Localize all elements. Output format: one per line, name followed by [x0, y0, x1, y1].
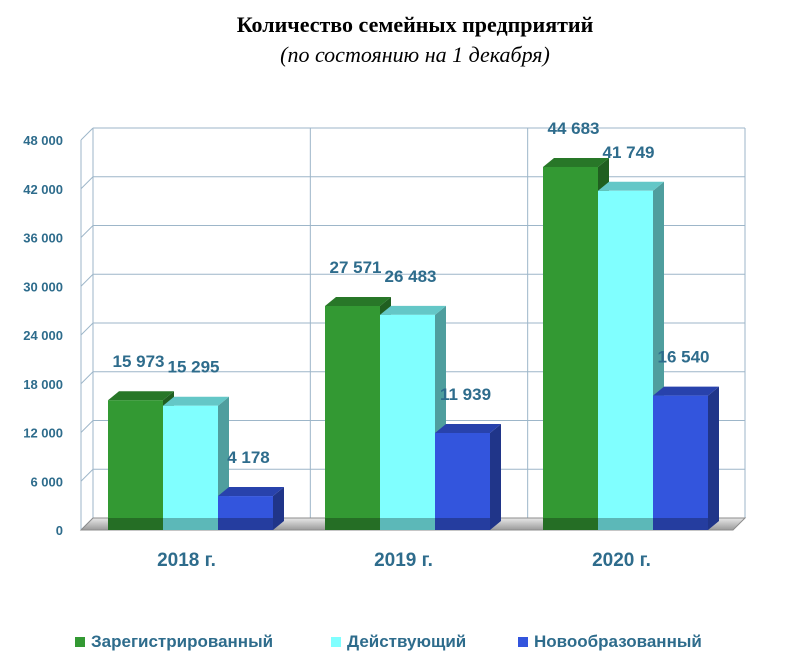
bar-base	[218, 518, 273, 530]
bar-base	[435, 518, 490, 530]
bar-top	[380, 305, 446, 315]
y-tick-label: 0	[56, 523, 63, 538]
bar-base	[108, 518, 163, 530]
y-tick-label: 30 000	[23, 279, 63, 294]
legend-item: Действующий	[331, 632, 466, 652]
data-label: 41 749	[603, 143, 655, 162]
x-tick-label: 2020 г.	[592, 550, 651, 571]
data-label: 15 973	[113, 352, 165, 371]
bar-base	[163, 518, 218, 530]
x-tick-label: 2019 г.	[374, 550, 433, 571]
bar-top	[543, 157, 609, 167]
data-label: 4 178	[227, 448, 270, 467]
y-tick-label: 6 000	[30, 474, 63, 489]
legend-label: Зарегистрированный	[91, 632, 274, 651]
bar-top	[435, 423, 501, 433]
legend-item: Новообразованный	[518, 632, 702, 652]
bar-top	[598, 181, 664, 191]
gridline-side	[80, 273, 94, 287]
data-label: 27 571	[330, 258, 382, 277]
bar	[598, 190, 653, 530]
bar-base	[598, 518, 653, 530]
legend-item: Зарегистрированный	[75, 632, 273, 652]
bar	[163, 405, 218, 530]
x-tick-label: 2018 г.	[157, 550, 216, 571]
bar-top	[108, 391, 174, 401]
bar	[108, 400, 163, 530]
data-label: 44 683	[548, 119, 600, 138]
bar-side	[490, 423, 501, 530]
bar-top	[163, 396, 229, 406]
data-label: 11 939	[440, 385, 491, 404]
legend-label: Новообразованный	[534, 632, 702, 651]
chart-title: Количество семейных предприятий	[236, 12, 594, 37]
bar-top	[325, 296, 391, 306]
y-tick-label: 42 000	[23, 182, 63, 197]
bar-base	[380, 518, 435, 530]
bar-chart: 0 6 000 12 000 18 000 24 000 30 000 36 000 42 0…	[23, 119, 747, 571]
gridline-side	[80, 127, 94, 141]
data-label: 15 295	[168, 358, 220, 377]
y-tick-label: 12 000	[23, 426, 63, 441]
bar	[325, 305, 380, 530]
gridline-side	[80, 225, 94, 238]
y-tick-label: 24 000	[23, 328, 63, 343]
gridline-side	[80, 468, 94, 482]
legend-label: Действующий	[347, 632, 467, 651]
gridline-side	[80, 371, 94, 385]
bar-side	[273, 487, 284, 530]
chart-subtitle: (по состоянию на 1 декабря)	[280, 42, 550, 67]
chart-legend: Зарегистрированный Действующий Новообразов…	[0, 632, 800, 658]
y-tick-label: 36 000	[23, 231, 63, 246]
legend-swatch	[331, 637, 341, 647]
bar-base	[543, 518, 598, 530]
bar-top	[653, 386, 719, 396]
data-label: 16 540	[658, 348, 710, 367]
bar-base	[325, 518, 380, 530]
y-tick-label: 48 000	[23, 133, 63, 148]
bar	[435, 432, 490, 530]
bar-side	[708, 386, 719, 530]
gridline-side	[80, 176, 94, 190]
legend-swatch	[75, 637, 85, 647]
gridline-side	[80, 322, 94, 336]
bar-base	[653, 518, 708, 530]
bar	[653, 395, 708, 530]
bar-top	[218, 487, 284, 497]
data-label: 26 483	[385, 267, 437, 286]
legend-swatch	[518, 637, 528, 647]
bar	[543, 166, 598, 530]
gridline-side	[80, 420, 94, 433]
y-tick-label: 18 000	[23, 377, 63, 392]
bar	[380, 314, 435, 530]
